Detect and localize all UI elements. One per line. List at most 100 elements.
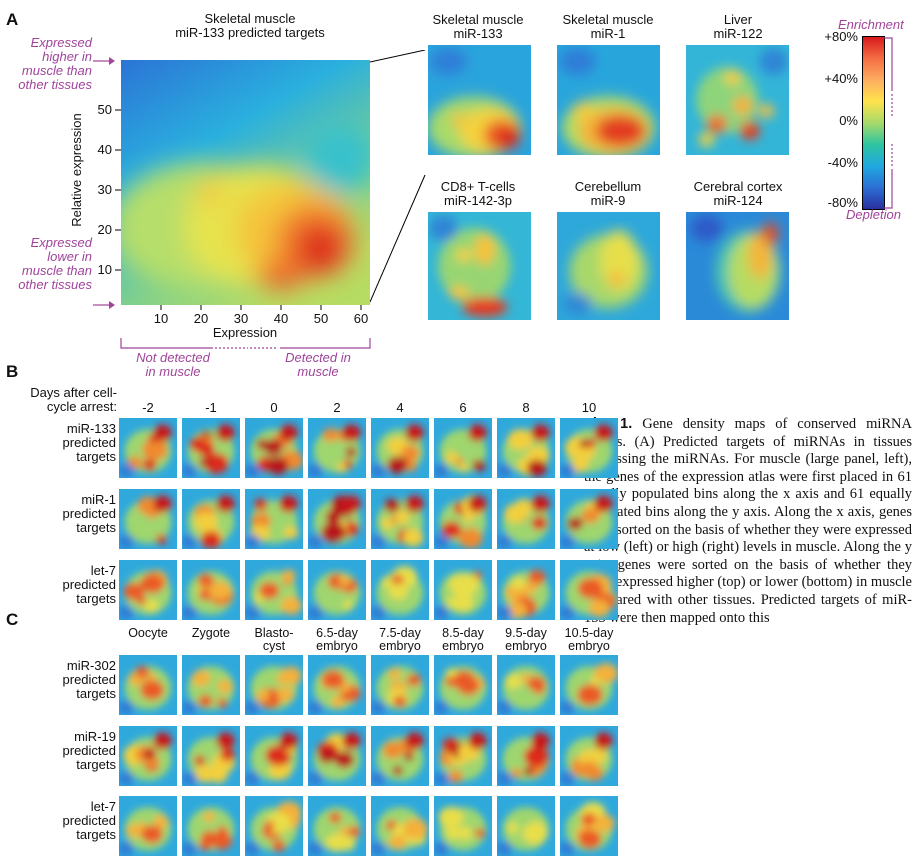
stage-label: 8.5-day embryo bbox=[442, 626, 484, 653]
row-label: miR-302 predicted targets bbox=[62, 658, 116, 701]
small-map-muscle-mir1 bbox=[557, 45, 660, 155]
panel-b-letter: B bbox=[6, 362, 19, 381]
main-map-title: Skeletal muscle miR-133 predicted target… bbox=[175, 11, 325, 40]
colorbar-brackets bbox=[884, 37, 893, 209]
stage-label: 7.5-day embryo bbox=[379, 626, 421, 653]
day-label: 4 bbox=[396, 400, 404, 415]
colorbar-tick-label: -40% bbox=[827, 155, 858, 170]
small-map-cerebellum-mir9 bbox=[557, 212, 660, 320]
detection-bracket bbox=[120, 338, 371, 349]
density-thumbnail bbox=[434, 418, 492, 478]
day-label: 6 bbox=[459, 400, 467, 415]
density-thumbnail bbox=[371, 796, 429, 856]
density-thumbnail bbox=[371, 560, 429, 620]
density-thumbnail bbox=[371, 489, 429, 549]
density-thumbnail bbox=[371, 726, 429, 786]
stage-label: Oocyte bbox=[128, 626, 168, 640]
density-thumbnail bbox=[371, 655, 429, 715]
y-tick-label: 40 bbox=[97, 142, 112, 157]
density-thumbnail bbox=[245, 418, 303, 478]
density-thumbnail bbox=[497, 418, 555, 478]
stage-label: 10.5-day embryo bbox=[564, 626, 614, 653]
density-thumbnail bbox=[560, 560, 618, 620]
density-thumbnail bbox=[434, 796, 492, 856]
density-thumbnail bbox=[119, 726, 177, 786]
day-label: 10 bbox=[581, 400, 597, 415]
small-map-title: Skeletal muscle miR-1 bbox=[562, 12, 654, 41]
panel-a-letter: A bbox=[6, 10, 19, 29]
small-map-title: Skeletal muscle miR-133 bbox=[432, 12, 524, 41]
density-thumbnail bbox=[245, 726, 303, 786]
note-not-detected: Not detected in muscle bbox=[136, 350, 210, 379]
density-thumbnail bbox=[497, 489, 555, 549]
density-thumbnail bbox=[497, 796, 555, 856]
density-thumbnail bbox=[308, 726, 366, 786]
main-map-y-ticks bbox=[115, 109, 121, 271]
density-thumbnail bbox=[434, 560, 492, 620]
note-expressed-higher: Expressed higher in muscle than other tissu… bbox=[18, 35, 92, 92]
density-thumbnail bbox=[497, 655, 555, 715]
colorbar-enrichment-label: Enrichment bbox=[838, 17, 904, 32]
colorbar-tick-label: +80% bbox=[824, 29, 858, 44]
row-label: miR-1 predicted targets bbox=[62, 492, 116, 535]
small-map-title: Cerebral cortex miR-124 bbox=[693, 179, 783, 208]
arrow-lower-icon bbox=[93, 301, 115, 309]
small-map-title: CD8+ T-cells miR-142-3p bbox=[440, 179, 516, 208]
density-thumbnail bbox=[245, 655, 303, 715]
y-tick-label: 20 bbox=[97, 222, 112, 237]
stage-label: 9.5-day embryo bbox=[505, 626, 547, 653]
density-thumbnail bbox=[371, 418, 429, 478]
density-thumbnail bbox=[434, 489, 492, 549]
density-thumbnail bbox=[245, 796, 303, 856]
density-thumbnail bbox=[560, 796, 618, 856]
colorbar-tick-label: 0% bbox=[839, 113, 858, 128]
day-label: -2 bbox=[142, 400, 154, 415]
main-map-ylabel: Relative expression bbox=[69, 113, 84, 227]
day-label: 8 bbox=[522, 400, 530, 415]
density-thumbnail bbox=[182, 489, 240, 549]
density-thumbnail bbox=[497, 560, 555, 620]
row-label: miR-133 predicted targets bbox=[62, 421, 116, 464]
note-detected: Detected in muscle bbox=[285, 350, 351, 379]
x-tick-label: 10 bbox=[153, 311, 169, 326]
x-tick-label: 60 bbox=[353, 311, 369, 326]
row-label: miR-19 predicted targets bbox=[62, 729, 116, 772]
note-expressed-lower: Expressed lower in muscle than other tissue… bbox=[18, 235, 92, 292]
day-label: -1 bbox=[205, 400, 217, 415]
figure-caption: Fig. 1. Gene density maps of conserved m… bbox=[584, 416, 912, 864]
density-thumbnail bbox=[434, 655, 492, 715]
main-density-map bbox=[121, 60, 370, 305]
density-thumbnail bbox=[308, 655, 366, 715]
panel-b-header: Days after cell-cycle arrest: bbox=[30, 385, 117, 414]
density-thumbnail bbox=[182, 796, 240, 856]
density-thumbnail bbox=[119, 560, 177, 620]
small-map-title: Liver miR-122 bbox=[713, 12, 763, 41]
row-label: let-7 predicted targets bbox=[62, 563, 116, 606]
density-thumbnail bbox=[560, 655, 618, 715]
arrow-higher-icon bbox=[93, 57, 115, 65]
main-map-xlabel: Expression bbox=[212, 325, 278, 340]
density-thumbnail bbox=[119, 418, 177, 478]
density-thumbnail bbox=[182, 655, 240, 715]
small-map-tcells-mir142 bbox=[428, 212, 531, 320]
day-label: 2 bbox=[333, 400, 341, 415]
panel-c-letter: C bbox=[6, 610, 19, 629]
density-thumbnail bbox=[560, 489, 618, 549]
y-tick-label: 30 bbox=[97, 182, 112, 197]
x-tick-label: 30 bbox=[233, 311, 249, 326]
main-map-x-ticks bbox=[160, 305, 362, 310]
density-thumbnail bbox=[182, 560, 240, 620]
density-thumbnail bbox=[245, 489, 303, 549]
stage-label: Blasto-cyst bbox=[254, 626, 294, 653]
density-thumbnail bbox=[560, 418, 618, 478]
stage-label: Zygote bbox=[191, 626, 231, 640]
density-thumbnail bbox=[119, 489, 177, 549]
density-thumbnail bbox=[119, 655, 177, 715]
density-thumbnail bbox=[308, 560, 366, 620]
day-label: 0 bbox=[270, 400, 278, 415]
density-thumbnail bbox=[434, 726, 492, 786]
x-tick-label: 20 bbox=[193, 311, 209, 326]
y-tick-label: 10 bbox=[97, 262, 112, 277]
colorbar-depletion-label: Depletion bbox=[846, 207, 901, 222]
small-map-muscle-mir133 bbox=[428, 45, 531, 155]
